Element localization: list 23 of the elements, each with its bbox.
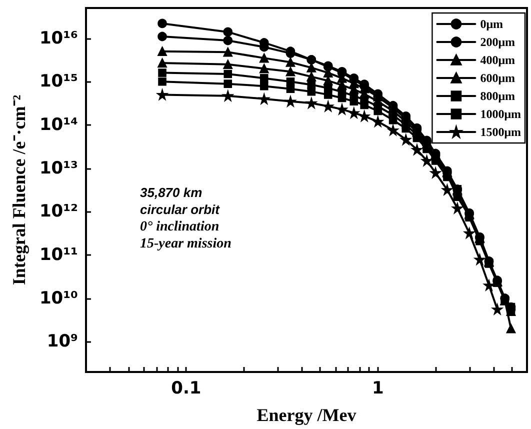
y-tick-label: 10¹⁰ bbox=[39, 288, 78, 308]
legend-label: 1000μm bbox=[480, 107, 522, 121]
legend-label: 400μm bbox=[480, 53, 516, 67]
legend-label: 0μm bbox=[480, 17, 504, 31]
y-tick-label: 10¹³ bbox=[39, 158, 78, 178]
y-axis-title: Integral Fluence /e⁻·cm⁻² bbox=[9, 94, 29, 286]
y-tick-label: 10¹⁵ bbox=[39, 72, 78, 92]
annotation: 0° inclination bbox=[140, 220, 220, 234]
y-tick-label: 10¹² bbox=[39, 202, 78, 222]
x-axis-title: Energy /Mev bbox=[256, 405, 356, 425]
y-tick-label: 10⁹ bbox=[46, 332, 78, 352]
x-tick-label: 1 bbox=[372, 378, 384, 398]
y-tick-label: 10¹⁴ bbox=[39, 114, 78, 135]
legend-label: 200μm bbox=[480, 35, 516, 49]
legend-label: 600μm bbox=[480, 71, 516, 85]
y-tick-label: 10¹⁶ bbox=[39, 28, 78, 48]
y-tick-label: 10¹¹ bbox=[39, 245, 78, 266]
legend-label: 800μm bbox=[480, 89, 516, 103]
annotation: 15-year mission bbox=[140, 236, 232, 252]
annotation: 35,870 km bbox=[140, 185, 203, 200]
legend-label: 1500μm bbox=[480, 125, 522, 139]
annotation: circular orbit bbox=[140, 202, 220, 217]
x-tick-label: 0.1 bbox=[171, 378, 202, 398]
